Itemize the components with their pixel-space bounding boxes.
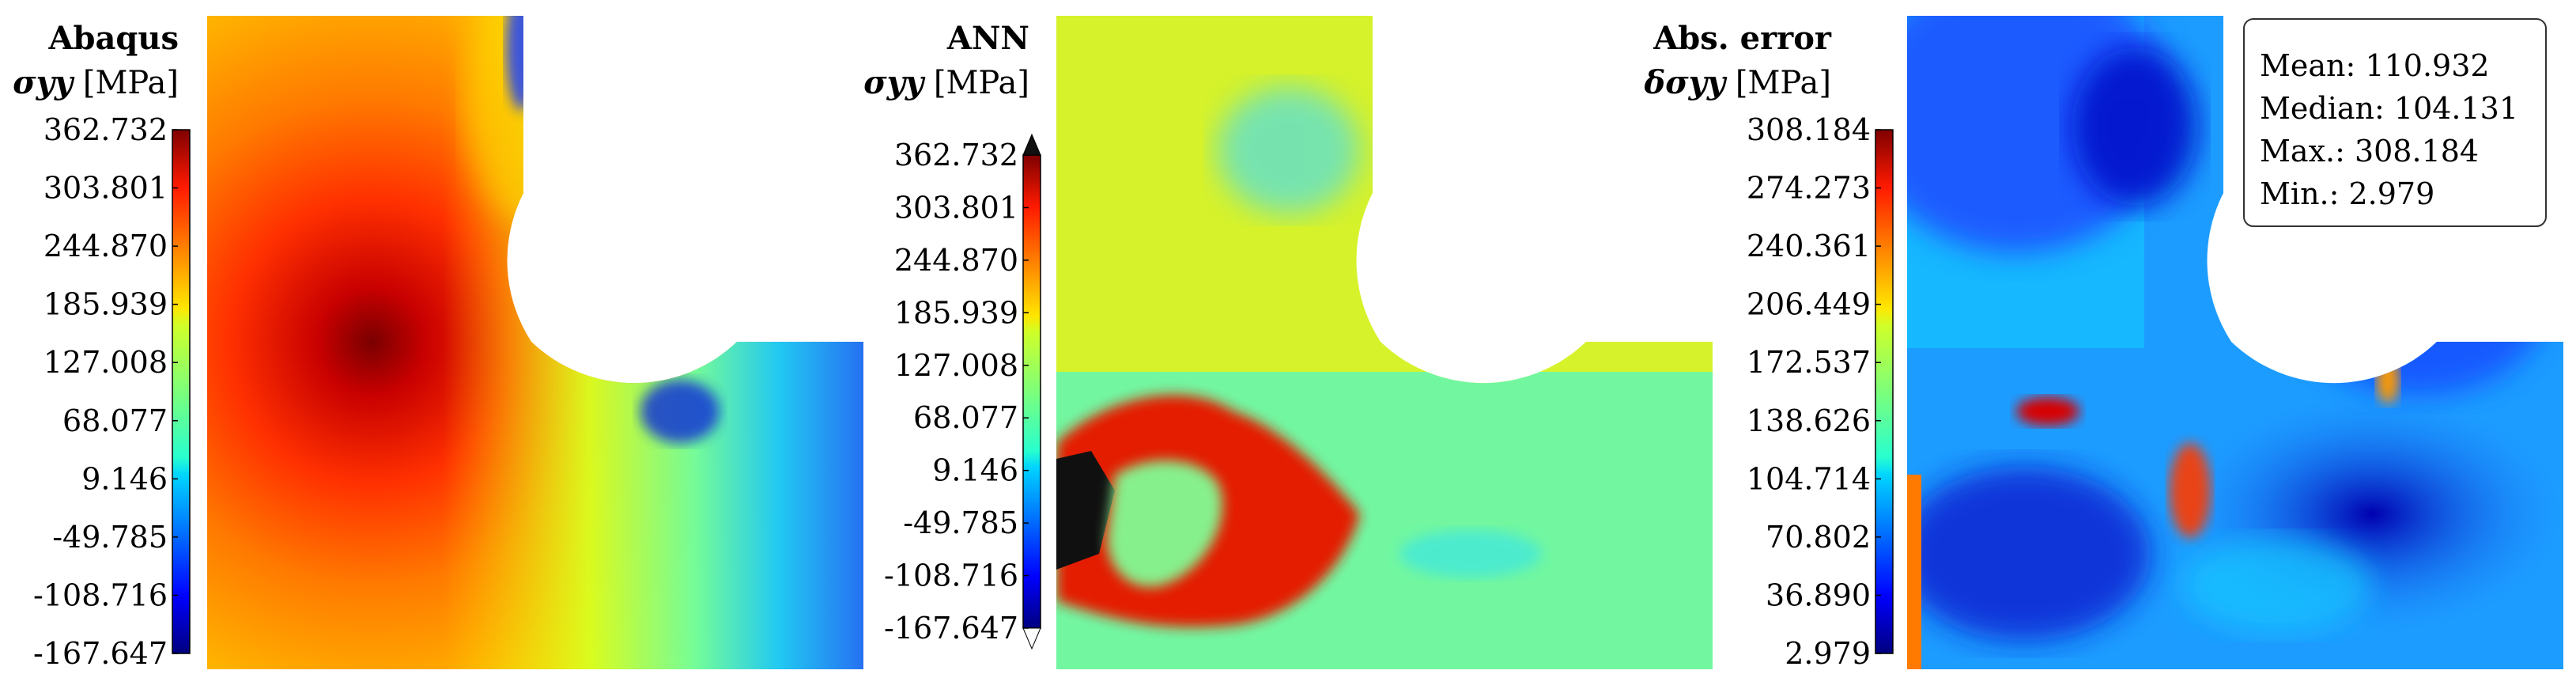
colorbar-tick-label: 303.801 xyxy=(894,190,1018,225)
colorbar-tick-label: 127.008 xyxy=(894,348,1018,383)
abaqus-field xyxy=(207,16,863,669)
error-quantity-label: δσyy [MPa] xyxy=(1643,64,1831,101)
colorbar-tick-label: 244.870 xyxy=(43,229,168,263)
colorbar-tick-label: 206.449 xyxy=(1747,287,1871,322)
abaqus-unit: [MPa] xyxy=(83,65,179,101)
error-title: Abs. error xyxy=(1652,20,1832,57)
colorbar-gradient xyxy=(172,129,191,654)
colorbar-gradient xyxy=(1022,154,1041,629)
colorbar-tick-label: 185.939 xyxy=(43,287,168,322)
colorbar-tick-label: 303.801 xyxy=(43,171,168,206)
colorbar-tick-label: 138.626 xyxy=(1747,403,1871,438)
ann-title: ANN xyxy=(946,20,1029,57)
colorbar-gradient xyxy=(1875,129,1894,654)
ann-field xyxy=(1056,16,1713,669)
colorbar-tick-label: 185.939 xyxy=(894,295,1018,330)
colorbar-tick-label: 36.890 xyxy=(1766,578,1871,612)
ann-panel: ANN σyy [MPa] 362.732 303.801 244.870 185.9… xyxy=(863,16,1713,669)
colorbar-tick-label: 2.979 xyxy=(1785,636,1871,671)
colorbar-tick-label: 362.732 xyxy=(894,138,1018,172)
ann-quantity-label: σyy [MPa] xyxy=(863,64,1029,101)
colorbar-tick-label: 68.077 xyxy=(62,403,168,438)
ann-unit: [MPa] xyxy=(934,65,1029,101)
colorbar-extend-min xyxy=(1022,627,1041,650)
ann-quantity: σyy xyxy=(863,64,926,101)
colorbar-tick-label: -108.716 xyxy=(884,559,1018,593)
colorbar-tick-label: 362.732 xyxy=(43,112,168,147)
colorbar-tick-label: 274.273 xyxy=(1747,171,1871,206)
colorbar-tick-label: -49.785 xyxy=(52,520,168,555)
abaqus-title: Abaqus xyxy=(48,20,179,57)
colorbar-tick-label: 308.184 xyxy=(1747,112,1871,147)
colorbar-tick-label: -167.647 xyxy=(33,636,168,671)
error-colorbar: 308.184 274.273 240.361 206.449 172.537 138.6… xyxy=(1747,112,1894,671)
error-panel: Abs. error δσyy [MPa] 308.184 274.273 240.… xyxy=(1643,16,2563,671)
colorbar-tick-label: 240.361 xyxy=(1747,229,1871,263)
stat-median: Median: 104.131 xyxy=(2260,91,2518,126)
statistics-box: Mean: 110.932 Median: 104.131 Max.: 308.… xyxy=(2243,18,2547,227)
ann-colorbar: 362.732 303.801 244.870 185.939 127.008 68.07… xyxy=(884,133,1041,650)
abaqus-quantity: σyy xyxy=(13,64,75,101)
stat-min: Min.: 2.979 xyxy=(2260,176,2434,211)
colorbar-tick-label: 244.870 xyxy=(894,243,1018,278)
colorbar-tick-label: -108.716 xyxy=(33,578,168,612)
error-unit: [MPa] xyxy=(1736,65,1831,101)
colorbar-tick-label: 104.714 xyxy=(1747,461,1871,496)
error-quantity: δσyy xyxy=(1643,64,1727,101)
colorbar-tick-label: 9.146 xyxy=(81,461,168,496)
abaqus-quantity-label: σyy [MPa] xyxy=(13,64,179,101)
stat-mean: Mean: 110.932 xyxy=(2260,48,2490,83)
colorbar-extend-max xyxy=(1022,133,1041,156)
stat-max: Max.: 308.184 xyxy=(2260,134,2479,169)
colorbar-tick-label: -49.785 xyxy=(903,506,1018,540)
colorbar-tick-label: -167.647 xyxy=(884,611,1018,646)
colorbar-tick-label: 70.802 xyxy=(1766,520,1871,555)
abaqus-panel: Abaqus σyy [MPa] 362.732 303.801 244.870 18… xyxy=(13,16,863,671)
colorbar-tick-label: 9.146 xyxy=(932,453,1018,488)
colorbar-tick-label: 172.537 xyxy=(1747,345,1871,380)
colorbar-tick-label: 68.077 xyxy=(913,400,1018,435)
abaqus-colorbar: 362.732 303.801 244.870 185.939 127.008 68.07… xyxy=(33,112,191,671)
colorbar-tick-label: 127.008 xyxy=(43,345,168,380)
